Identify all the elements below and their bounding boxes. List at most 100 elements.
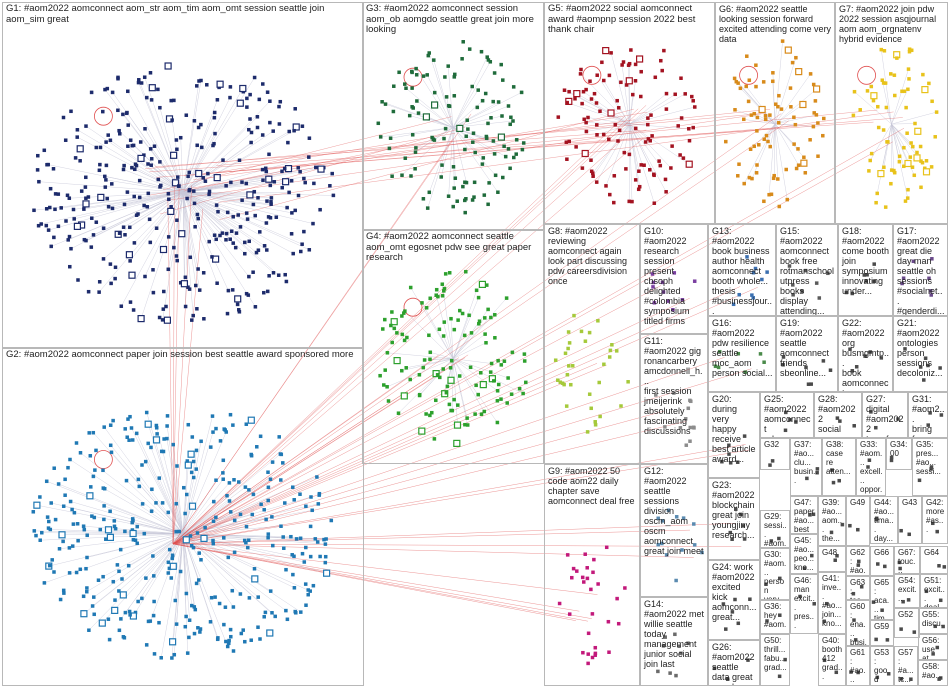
intra-group-edge [452, 358, 524, 394]
node-g1 [224, 231, 229, 236]
intra-group-edge [390, 127, 454, 139]
node-g7 [874, 200, 878, 205]
inter-group-edge [172, 364, 607, 545]
node-g1 [121, 112, 125, 117]
node-g1 [105, 196, 109, 201]
group-cell-g45: G45: #ao... peo... kno... [790, 534, 818, 574]
node-g5 [646, 137, 651, 141]
intra-group-edge [182, 192, 227, 240]
node-g4 [390, 310, 394, 314]
node-g4 [390, 340, 394, 345]
node-g2 [186, 422, 191, 427]
inter-group-edge [172, 543, 598, 595]
node-g2 [243, 485, 248, 489]
node-g7 [897, 159, 902, 164]
node-g2 [304, 504, 308, 509]
node-g1 [237, 308, 241, 312]
node-g2 [146, 441, 150, 446]
node-g2 [228, 412, 233, 417]
intra-group-edge [629, 94, 633, 125]
node-g9 [596, 582, 600, 586]
node-g18 [844, 290, 849, 295]
node-g1 [199, 122, 203, 127]
node-g2 [227, 499, 232, 503]
node-g2 [126, 563, 131, 568]
node-g12 [692, 543, 697, 547]
node-g11 [688, 439, 692, 443]
inter-group-edge [172, 297, 690, 545]
node-g13 [765, 270, 769, 274]
node-g8 [610, 343, 614, 347]
node-g1 [247, 239, 251, 244]
node-g17 [929, 293, 933, 297]
node-g14 [673, 632, 677, 637]
intra-group-edge [882, 80, 892, 125]
node-g5 [616, 106, 621, 110]
node-g67 [898, 566, 902, 571]
node-g6 [796, 147, 800, 151]
node-g6 [737, 162, 741, 166]
node-g4 [509, 392, 514, 396]
node-g1 [119, 304, 124, 308]
node-g3 [465, 118, 469, 122]
node-g5 [646, 122, 650, 127]
group-label-g27: G27: digital #aom2022 transform... [866, 394, 904, 437]
node-g10 [680, 298, 685, 302]
node-g9 [589, 587, 593, 592]
group-cell-g27: G27: digital #aom2022 transform... [862, 392, 908, 438]
node-g4 [383, 368, 387, 372]
node-g1 [67, 196, 72, 200]
node-g1 [49, 244, 53, 249]
node-g5 [586, 115, 590, 120]
group-label-g63: G63: tea... atte... [850, 578, 866, 599]
node-g2 [191, 475, 196, 480]
intra-group-edge [156, 425, 184, 534]
intra-group-edge [427, 127, 454, 209]
node-g1 [98, 162, 102, 167]
node-g27 [874, 425, 878, 430]
node-g7 [905, 196, 910, 200]
node-g1 [46, 228, 51, 232]
group-label-g12: G12: #aom2022 seattle sessions division … [644, 466, 704, 556]
node-g11 [663, 425, 667, 429]
node-g2 [281, 461, 285, 465]
node-g5 [685, 160, 693, 168]
node-g2 [107, 637, 112, 642]
intra-group-edge [754, 123, 776, 147]
node-g1 [212, 115, 217, 120]
node-g1 [330, 171, 334, 176]
node-g1 [84, 238, 88, 243]
node-g17 [928, 289, 933, 293]
node-g2 [57, 547, 62, 551]
node-g9 [565, 553, 570, 557]
intra-group-edge [774, 57, 797, 125]
node-g6 [788, 86, 793, 90]
node-g1 [131, 143, 136, 148]
node-g7 [865, 89, 870, 93]
node-g1 [158, 160, 162, 164]
node-g4 [483, 332, 487, 336]
node-g1 [103, 174, 107, 179]
node-g21 [922, 378, 926, 382]
node-g1 [292, 123, 300, 131]
node-g10 [660, 280, 665, 285]
node-g4 [442, 289, 446, 293]
node-g2 [227, 481, 232, 485]
node-g21 [918, 365, 923, 369]
node-g4 [447, 271, 452, 275]
node-g27 [896, 417, 900, 421]
group-cell-g57: G57: #a... tc... [894, 646, 918, 686]
node-g2 [101, 574, 105, 579]
node-g2 [167, 547, 172, 552]
node-g4 [482, 409, 487, 414]
node-g3 [425, 73, 429, 77]
node-g1 [203, 179, 208, 183]
node-g17 [927, 276, 931, 281]
node-g1 [164, 304, 168, 309]
node-g2 [92, 612, 96, 617]
node-g4 [381, 327, 385, 331]
node-g4 [489, 361, 494, 366]
node-g1 [126, 123, 130, 127]
node-g3 [444, 95, 449, 99]
node-g3 [378, 135, 383, 139]
